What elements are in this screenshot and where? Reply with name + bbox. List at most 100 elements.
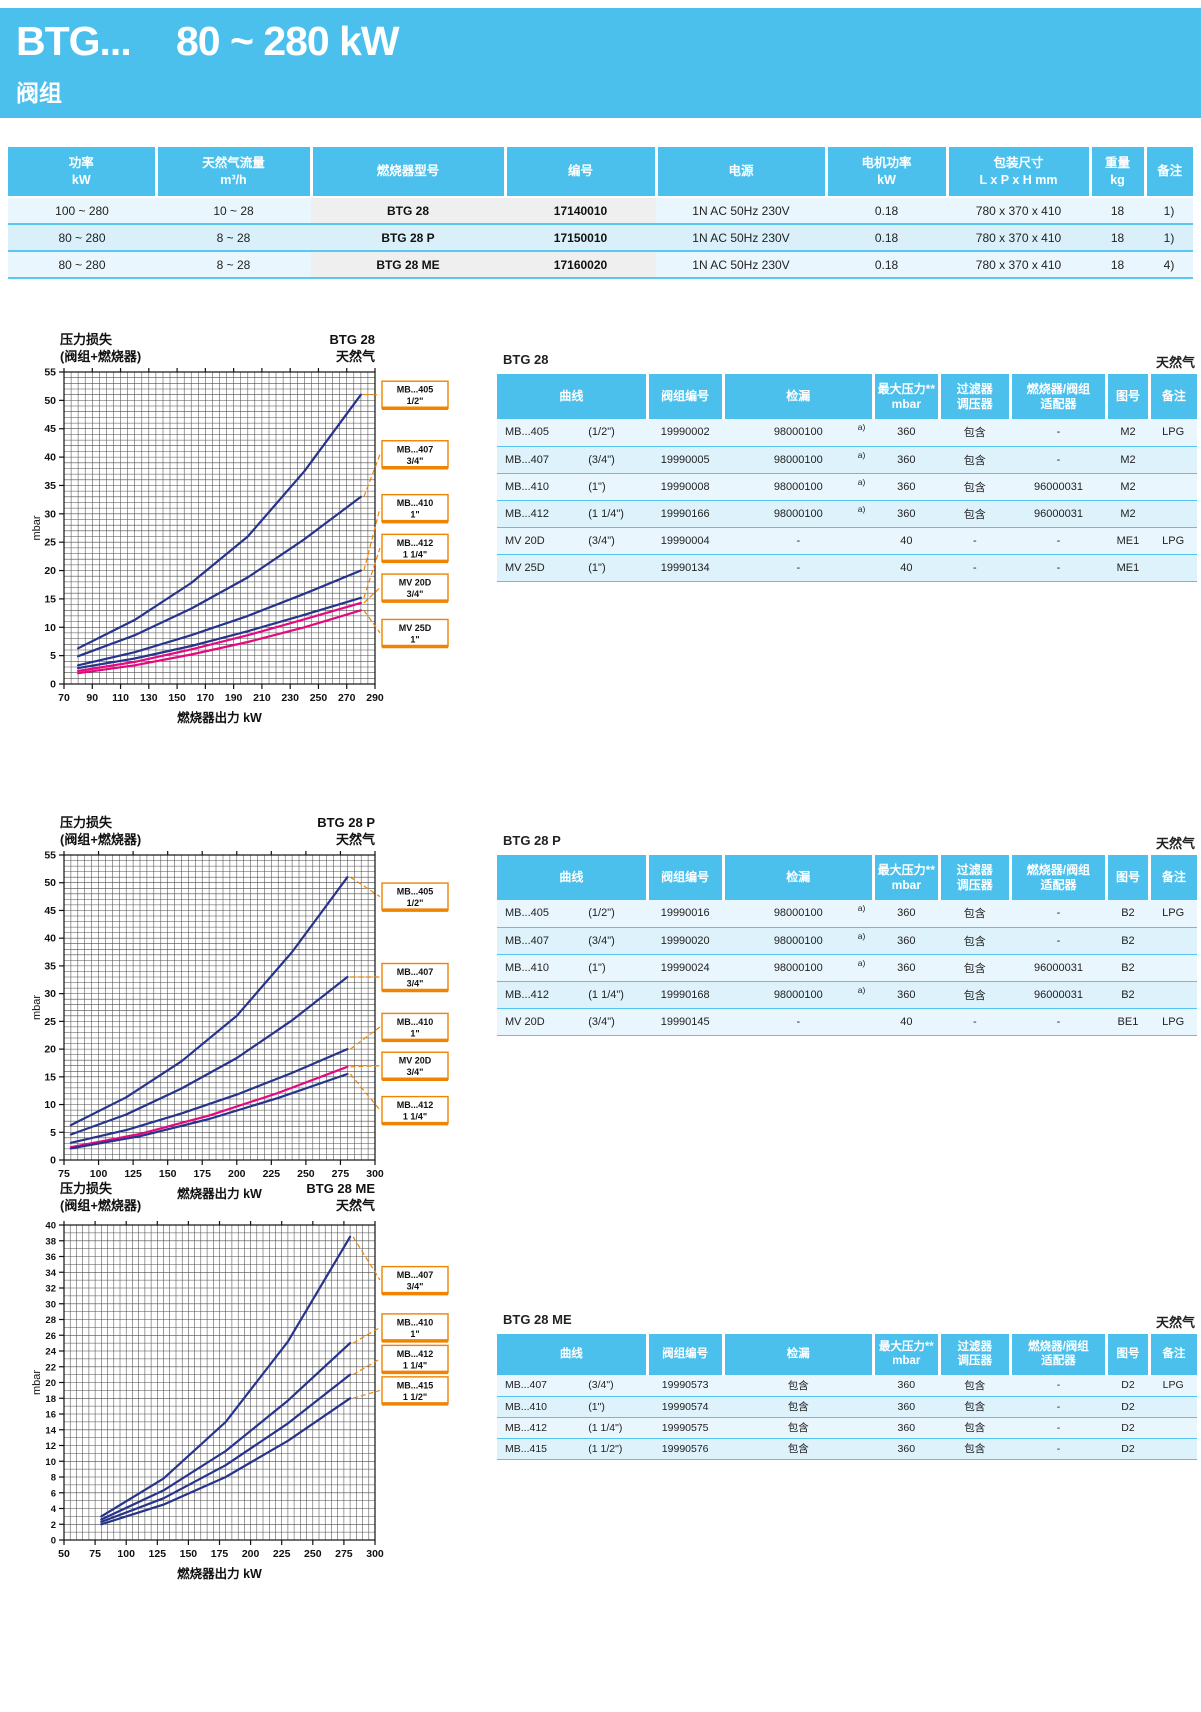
x-tick-label: 150	[180, 1548, 198, 1560]
col-group-no: 阀组编号	[645, 1334, 724, 1375]
legend-connector	[352, 1358, 381, 1376]
x-tick-label: 70	[58, 692, 70, 704]
power-range-title: 80 ~ 280 kW	[176, 18, 400, 64]
y-tick-label: 40	[45, 1221, 56, 1232]
cell-note	[1149, 954, 1197, 982]
cell-adapter: -	[1010, 1417, 1107, 1439]
legend-size: 1/2"	[407, 898, 424, 908]
overview-cell: 780 x 370 x 410	[947, 251, 1090, 279]
y-tick-label: 40	[44, 452, 56, 464]
legend-connector	[363, 507, 381, 571]
table-row: 80 ~ 280 8 ~ 28 BTG 28 ME 17160020 1N AC 50H…	[8, 251, 1193, 279]
cell-figure: M2	[1106, 446, 1150, 474]
legend-label: MV 20D	[399, 1056, 432, 1066]
cell-curve-model: MV 25D	[497, 554, 587, 582]
cell-adapter: 96000031	[1010, 954, 1107, 982]
cell-leak: 包含	[723, 1438, 874, 1460]
curve-MB-412	[100, 1373, 352, 1523]
chart-title-left: (阀组+燃烧器)	[60, 349, 141, 364]
legend-label: MB...415	[397, 1380, 434, 1390]
table-row: MB...412 (1 1/4") 19990575 包含 360 包含 - D2	[497, 1417, 1197, 1439]
cell-leak: 包含	[723, 1396, 874, 1418]
footnote-marker: a)	[857, 422, 866, 432]
y-tick-label: 55	[44, 850, 56, 862]
pressure-loss-chart-btg28: 70 90 110 130 150 170 190 210 230 250 270 290 0 5 10 15…	[31, 332, 449, 725]
table-row: MB...405 (1/2") 19990002 98000100 a) 360 包含 - M2…	[497, 419, 1197, 447]
cell-leak: 98000100 a)	[723, 419, 874, 447]
chart-title-right: BTG 28 ME	[306, 1181, 375, 1196]
x-tick-label: 175	[211, 1548, 229, 1560]
spec-table-header: BTG 28 天然气	[497, 352, 1197, 374]
cell-group-no: 19990016	[647, 900, 724, 928]
overview-cell: 17150010	[505, 224, 656, 252]
cell-note	[1149, 554, 1197, 582]
legend-connector	[352, 1236, 381, 1281]
cell-leak: 98000100 a)	[723, 981, 874, 1009]
cell-filter: 包含	[939, 1438, 1011, 1460]
cell-leak: 98000100 a)	[723, 900, 874, 928]
overview-cell: 780 x 370 x 410	[947, 224, 1090, 252]
cell-curve-size: (3/4")	[586, 527, 648, 555]
y-tick-label: 36	[45, 1252, 56, 1263]
x-tick-label: 200	[242, 1548, 260, 1560]
x-tick-label: 130	[140, 692, 158, 704]
table-row: MB...407 (3/4") 19990005 98000100 a) 360 包含 - M2	[497, 446, 1197, 474]
col-figure: 图号	[1105, 855, 1150, 900]
overview-column-header: 重量 kg	[1090, 147, 1147, 198]
y-tick-label: 10	[44, 622, 56, 634]
footnote-marker: a)	[857, 476, 866, 487]
cell-curve-size: (3/4")	[586, 927, 648, 955]
chart-grid	[63, 371, 376, 685]
curve-MB-405	[77, 393, 362, 650]
spec-table-title: BTG 28 P	[503, 833, 561, 848]
overview-cell: 18	[1090, 224, 1145, 252]
cell-note	[1149, 446, 1197, 474]
cell-max-pressure: 360	[873, 927, 940, 955]
y-tick-label: 0	[50, 679, 56, 691]
chart-title-right: BTG 28	[329, 332, 375, 347]
cell-max-pressure: 360	[873, 900, 940, 928]
cell-figure: M2	[1106, 500, 1150, 528]
cell-curve-model: MB...407	[497, 927, 587, 955]
cell-max-pressure: 360	[873, 500, 940, 528]
cell-curve-model: MB...405	[497, 900, 587, 928]
legend-label: MV 20D	[399, 578, 432, 588]
cell-curve-size: (1 1/4")	[586, 1417, 648, 1439]
cell-adapter: 96000031	[1010, 473, 1107, 501]
col-adapter: 燃烧器/阀组 适配器	[1008, 1334, 1107, 1375]
cell-filter: 包含	[939, 1375, 1011, 1397]
legend-size: 3/4"	[407, 589, 424, 599]
table-row: MB...407 (3/4") 19990020 98000100 a) 360 包含 - B2	[497, 927, 1197, 955]
legend-size: 3/4"	[407, 1282, 424, 1292]
legend-label: MB...412	[397, 1349, 434, 1359]
footnote-marker: a)	[857, 957, 866, 968]
x-tick-label: 125	[149, 1548, 167, 1560]
col-adapter: 燃烧器/阀组 适配器	[1008, 374, 1107, 419]
cell-filter: -	[939, 554, 1011, 582]
overview-column-header: 包装尺寸 L x P x H mm	[947, 147, 1092, 198]
legend-box	[381, 573, 449, 602]
legend-connector	[363, 454, 381, 498]
overview-cell: 80 ~ 280	[8, 224, 156, 252]
gas-type-label: 天然气	[1155, 355, 1195, 370]
cell-figure: D2	[1106, 1438, 1150, 1460]
cell-figure: B2	[1106, 900, 1150, 928]
cell-adapter: -	[1010, 1438, 1107, 1460]
cell-max-pressure: 360	[873, 1438, 940, 1460]
legend-box	[381, 380, 449, 409]
cell-max-pressure: 40	[873, 554, 940, 582]
overview-cell: 1N AC 50Hz 230V	[656, 251, 826, 279]
cell-filter: 包含	[939, 473, 1011, 501]
x-tick-label: 90	[86, 692, 98, 704]
legend-connector	[352, 1326, 381, 1344]
col-adapter: 燃烧器/阀组 适配器	[1008, 855, 1107, 900]
overview-cell: 18	[1090, 197, 1145, 225]
cell-filter: -	[939, 527, 1011, 555]
col-filter: 过滤器 调压器	[937, 855, 1011, 900]
x-tick-label: 290	[366, 692, 384, 704]
col-figure: 图号	[1105, 374, 1150, 419]
cell-note	[1149, 1396, 1197, 1418]
table-row: 80 ~ 280 8 ~ 28 BTG 28 P 17150010 1N AC 50Hz…	[8, 224, 1193, 252]
valve-group-table-btg28p: BTG 28 P 天然气 曲线 阀组编号 检漏 最大压力** mbar 过滤器 …	[497, 833, 1197, 1036]
x-tick-label: 100	[90, 1168, 108, 1180]
